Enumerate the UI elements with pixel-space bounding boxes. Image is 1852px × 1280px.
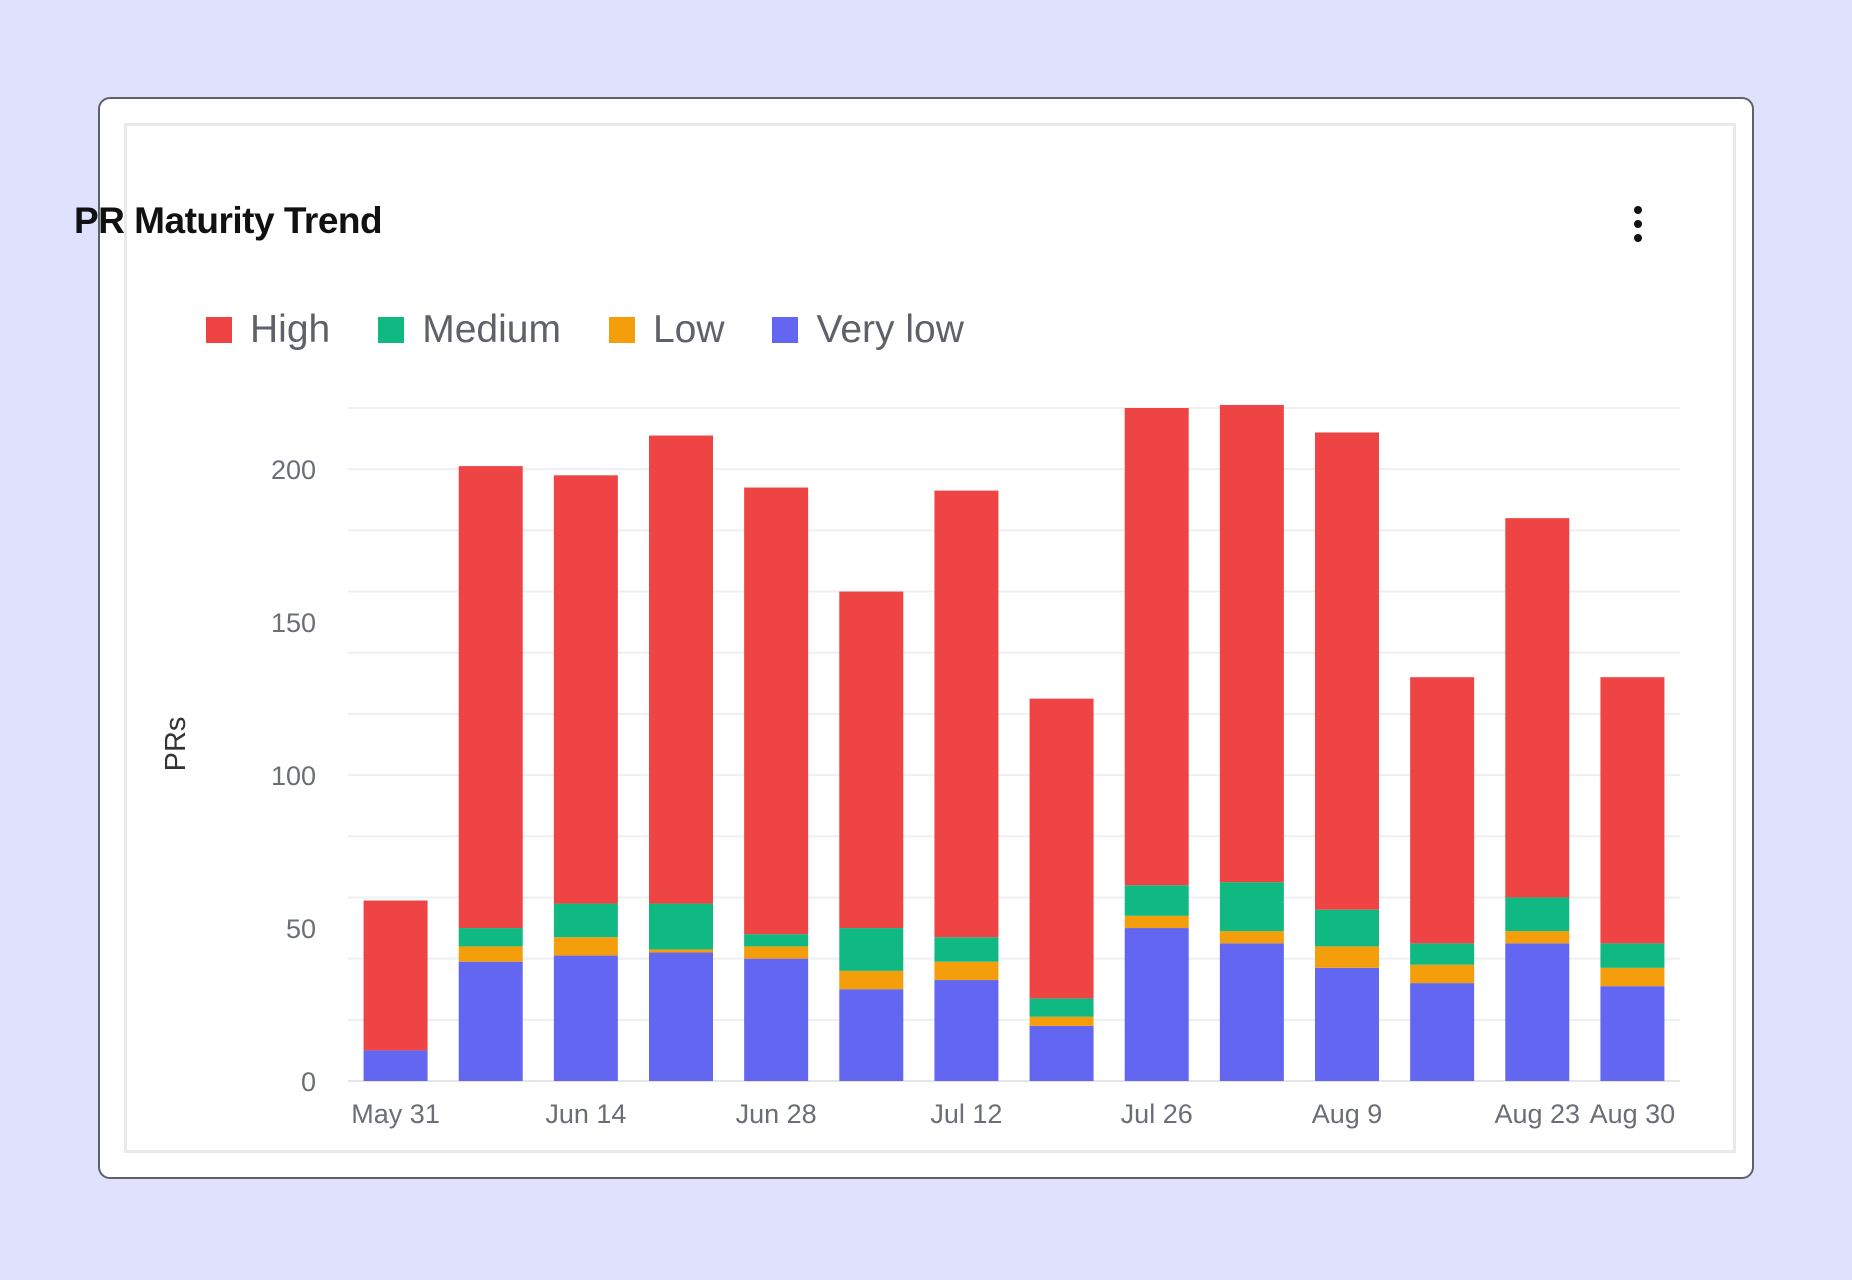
bar-segment-low <box>1410 964 1475 984</box>
chart-panel <box>124 123 1736 1153</box>
bar-segment-very-low <box>363 1050 428 1081</box>
bar-segment-very-low <box>1600 986 1665 1081</box>
bar-segment-very-low <box>934 980 999 1081</box>
bar-segment-high <box>1410 677 1475 944</box>
bar-segment-very-low <box>458 961 523 1081</box>
legend-item-low[interactable]: Low <box>608 308 725 352</box>
bar-segment-low <box>458 946 523 962</box>
bar-segment-low <box>649 949 713 953</box>
bar-segment-high <box>649 435 713 904</box>
legend-swatch <box>206 317 232 343</box>
bar-segment-high <box>553 475 618 904</box>
legend-item-medium[interactable]: Medium <box>378 308 561 352</box>
bar-segment-medium <box>744 934 809 947</box>
bar-segment-low <box>1600 967 1665 987</box>
x-tick-label: Jun 14 <box>545 1099 626 1129</box>
bar-segment-medium <box>839 928 904 971</box>
bar-segment-medium <box>1124 885 1189 916</box>
x-tick-label: Jul 12 <box>930 1099 1002 1129</box>
bar-segment-high <box>363 900 428 1051</box>
bar-segment-high <box>839 591 904 929</box>
bar-segment-very-low <box>1315 967 1379 1081</box>
legend-label: High <box>250 308 331 351</box>
bar-segment-high <box>1600 677 1665 944</box>
bar-segment-high <box>1315 432 1379 910</box>
bar-segment-low <box>1505 931 1570 944</box>
legend-swatch <box>378 317 405 343</box>
legend-label: Medium <box>422 308 561 351</box>
y-tick-label: 200 <box>271 455 316 485</box>
bar-segment-high <box>458 466 523 929</box>
bar-segment-medium <box>553 903 618 938</box>
bar-segment-medium <box>1600 943 1665 968</box>
bar-segment-medium <box>649 903 713 950</box>
bar-segment-very-low <box>1124 928 1189 1081</box>
bar-segment-very-low <box>839 989 904 1081</box>
bar-segment-medium <box>1219 882 1284 932</box>
bar-segment-medium <box>1410 943 1475 965</box>
bar-segment-very-low <box>1219 943 1284 1081</box>
bar-segment-medium <box>458 928 523 947</box>
bar-segment-high <box>1219 404 1284 883</box>
bar-segment-medium <box>934 937 999 962</box>
legend-item-very-low[interactable]: Very low <box>772 308 964 352</box>
bar-segment-very-low <box>1029 1025 1094 1081</box>
legend-swatch <box>772 317 799 343</box>
bar-segment-low <box>934 961 999 981</box>
legend-swatch <box>608 317 635 343</box>
x-tick-label: May 31 <box>351 1099 440 1129</box>
x-tick-label: Aug 30 <box>1590 1099 1676 1129</box>
bar-segment-very-low <box>744 958 809 1081</box>
legend-label: Low <box>652 308 725 351</box>
bar-segment-high <box>744 487 809 935</box>
y-axis-label: PRs <box>160 717 192 772</box>
y-tick-label: 50 <box>286 914 316 944</box>
bar-segment-low <box>839 970 904 990</box>
bar-segment-high <box>1124 408 1189 886</box>
chart-title: PR Maturity Trend <box>74 200 383 241</box>
bar-segment-medium <box>1315 909 1379 947</box>
y-tick-label: 0 <box>301 1067 316 1097</box>
bar-segment-high <box>1029 698 1094 999</box>
bar-segment-very-low <box>649 952 713 1081</box>
y-tick-label: 150 <box>271 608 316 638</box>
x-tick-label: Aug 23 <box>1494 1099 1580 1129</box>
bar-segment-very-low <box>1505 943 1570 1081</box>
more-options-icon[interactable] <box>1618 202 1658 246</box>
bar-segment-low <box>744 946 809 959</box>
bar-segment-low <box>1029 1016 1094 1026</box>
bar-segment-high <box>1505 518 1570 898</box>
bar-segment-low <box>1124 915 1189 929</box>
x-tick-label: Aug 9 <box>1312 1099 1383 1129</box>
bar-segment-low <box>553 937 618 956</box>
bar-segment-low <box>1315 946 1379 968</box>
bar-segment-medium <box>1505 897 1570 932</box>
bar-segment-low <box>1219 931 1284 944</box>
bar-segment-high <box>934 490 999 938</box>
bar-segment-medium <box>1029 998 1094 1017</box>
bar-segment-very-low <box>1410 983 1475 1081</box>
legend-item-high[interactable]: High <box>206 308 330 352</box>
legend-label: Very low <box>816 308 964 351</box>
bar-segment-very-low <box>553 955 618 1081</box>
x-tick-label: Jul 26 <box>1121 1099 1193 1129</box>
chart-legend: High Medium Low Very low <box>206 308 1012 352</box>
x-tick-label: Jun 28 <box>736 1099 817 1129</box>
y-tick-label: 100 <box>271 761 316 791</box>
